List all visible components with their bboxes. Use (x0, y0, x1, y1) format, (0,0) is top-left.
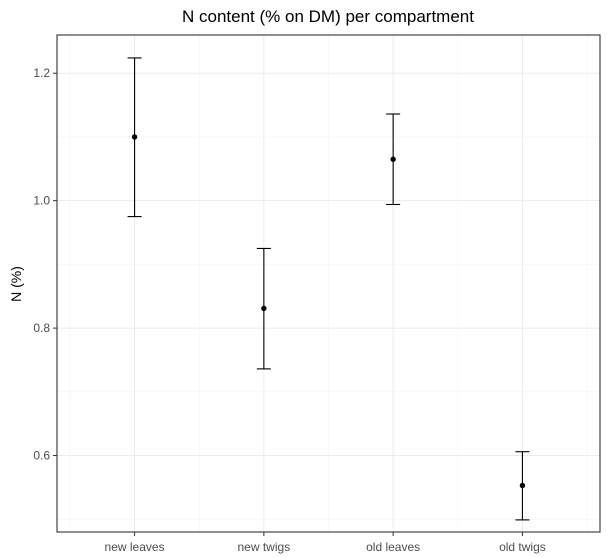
minor-gridlines (57, 35, 600, 532)
data-point (390, 156, 396, 162)
x-tick-label: new leaves (105, 540, 165, 554)
x-tick-label: old twigs (499, 540, 546, 554)
data-point (519, 482, 526, 489)
x-tick-label: old leaves (366, 540, 420, 554)
chart-title: N content (% on DM) per compartment (182, 7, 474, 26)
y-axis-label: N (%) (8, 266, 24, 302)
y-axis-ticks: 0.6 0.8 1.0 1.2 (33, 66, 57, 463)
x-tick-label: new twigs (238, 540, 291, 554)
y-tick-label: 1.2 (33, 66, 50, 80)
y-tick-label: 0.6 (33, 449, 50, 463)
x-axis-ticks: new leaves new twigs old leaves old twigs (105, 532, 546, 554)
data-marks (127, 57, 530, 521)
data-point (261, 305, 267, 312)
plot-panel (56, 34, 601, 533)
data-point (131, 134, 138, 140)
y-tick-label: 0.8 (33, 321, 50, 335)
y-tick-label: 1.0 (33, 194, 50, 208)
